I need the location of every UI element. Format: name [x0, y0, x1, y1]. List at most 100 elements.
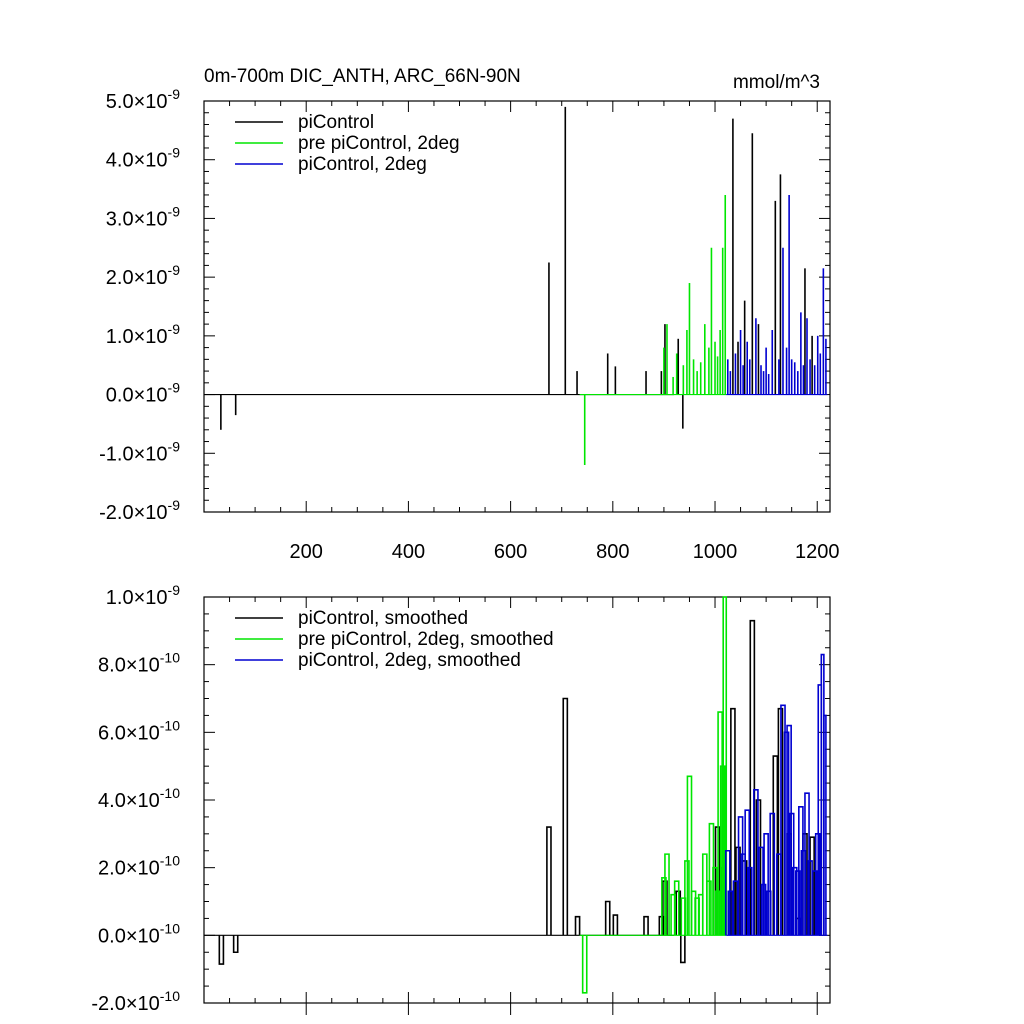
y-tick-label: 1.0×10-9 [106, 321, 180, 348]
y-tick-label: 4.0×10-9 [106, 145, 180, 172]
y-tick-times: ×10 [134, 91, 168, 113]
y-tick-exponent: -10 [160, 785, 180, 801]
y-tick-mantissa: -2.0 [91, 993, 125, 1015]
y-tick-mantissa: 2.0 [106, 267, 134, 289]
y-tick-exponent: -10 [160, 717, 180, 733]
data-step [724, 849, 731, 936]
data-step [664, 853, 670, 936]
data-step [673, 880, 680, 936]
y-tick-mantissa: 4.0 [98, 790, 126, 812]
data-step [679, 935, 686, 964]
y-tick-label: 0.0×10-10 [98, 920, 180, 947]
data-step [763, 833, 769, 936]
y-tick-label: 4.0×10-10 [98, 785, 180, 812]
data-step [732, 880, 739, 936]
plot-frame [203, 100, 831, 513]
y-tick-label: -1.0×10-9 [99, 438, 180, 465]
data-step [686, 775, 693, 936]
y-tick-times: ×10 [134, 502, 168, 524]
y-tick-times: ×10 [134, 326, 168, 348]
y-tick-times: ×10 [134, 150, 168, 172]
y-tick-mantissa: 3.0 [106, 208, 134, 230]
top-panel: 200 400 600 800 1000 1200-2.0×10-9-1.0×10-90.… [99, 66, 839, 563]
y-tick-mantissa: 2.0 [98, 858, 126, 880]
y-tick-times: ×10 [126, 925, 160, 947]
series [579, 596, 728, 994]
y-tick-mantissa: 1.0 [106, 326, 134, 348]
y-tick-times: ×10 [126, 722, 160, 744]
y-tick-times: ×10 [134, 385, 168, 407]
y-tick-times: ×10 [134, 587, 168, 609]
y-tick-exponent: -9 [168, 86, 181, 102]
y-tick-label: 2.0×10-9 [106, 262, 180, 289]
y-tick-times: ×10 [126, 655, 160, 677]
y-tick-exponent: -10 [160, 920, 180, 936]
y-tick-mantissa: 6.0 [98, 722, 126, 744]
y-tick-mantissa: -1.0 [99, 443, 133, 465]
data-step [798, 805, 804, 936]
y-tick-exponent: -9 [168, 203, 181, 219]
y-tick-times: ×10 [134, 267, 168, 289]
chart-title: 0m-700m DIC_ANTH, ARC_66N-90N [204, 66, 521, 87]
series [579, 194, 727, 466]
y-tick-exponent: -9 [168, 380, 181, 396]
series [204, 106, 813, 430]
y-tick-exponent: -10 [160, 650, 180, 666]
data-step [546, 826, 552, 936]
data-step [727, 890, 734, 936]
x-tick-label: 800 [596, 541, 629, 563]
y-tick-exponent: -9 [168, 582, 181, 598]
data-step [712, 866, 718, 936]
y-tick-exponent: -9 [168, 262, 181, 278]
y-tick-mantissa: 4.0 [106, 150, 134, 172]
legend-label: piControl, smoothed [298, 608, 468, 629]
data-step [232, 935, 239, 954]
y-tick-exponent: -9 [168, 438, 181, 454]
x-tick-label: 1000 [693, 541, 738, 563]
bottom-panel: -2.0×10-100.0×10-102.0×10-104.0×10-106.0… [91, 582, 831, 1015]
x-tick-label: 200 [290, 541, 323, 563]
y-tick-mantissa: 0.0 [98, 925, 126, 947]
y-tick-label: 6.0×10-10 [98, 717, 180, 744]
data-step [769, 812, 776, 936]
y-tick-exponent: -9 [168, 497, 181, 513]
data-step [612, 914, 619, 936]
series [724, 653, 828, 936]
data-step [753, 789, 759, 936]
y-tick-label: 2.0×10-10 [98, 853, 180, 880]
data-step [794, 870, 801, 936]
data-step [562, 697, 569, 936]
data-step [786, 724, 792, 936]
data-step [737, 816, 744, 936]
y-tick-label: 0.0×10-9 [106, 380, 180, 407]
y-tick-mantissa: 8.0 [98, 655, 126, 677]
data-step [717, 711, 723, 936]
data-step [749, 619, 756, 936]
data-step [604, 900, 611, 936]
data-step [804, 792, 810, 936]
legend-label: piControl, 2deg, smoothed [298, 650, 521, 671]
y-tick-label: -2.0×10-9 [99, 497, 180, 524]
legend-label: piControl, 2deg [298, 154, 427, 175]
y-tick-times: ×10 [134, 208, 168, 230]
data-step [823, 714, 827, 936]
data-step [758, 846, 764, 936]
data-step [722, 596, 728, 936]
units-label: mmol/m^3 [733, 72, 820, 93]
y-tick-mantissa: 1.0 [106, 587, 134, 609]
data-step [581, 935, 588, 994]
y-tick-exponent: -10 [160, 853, 180, 869]
legend-label: pre piControl, 2deg, smoothed [298, 629, 554, 650]
data-step [811, 870, 818, 936]
y-tick-mantissa: 0.0 [106, 385, 134, 407]
y-tick-times: ×10 [126, 790, 160, 812]
data-step [746, 866, 753, 936]
legend-label: piControl [298, 112, 374, 133]
x-tick-label: 1200 [795, 541, 840, 563]
data-step [574, 915, 581, 936]
y-tick-mantissa: -2.0 [99, 502, 133, 524]
data-step [661, 877, 667, 936]
